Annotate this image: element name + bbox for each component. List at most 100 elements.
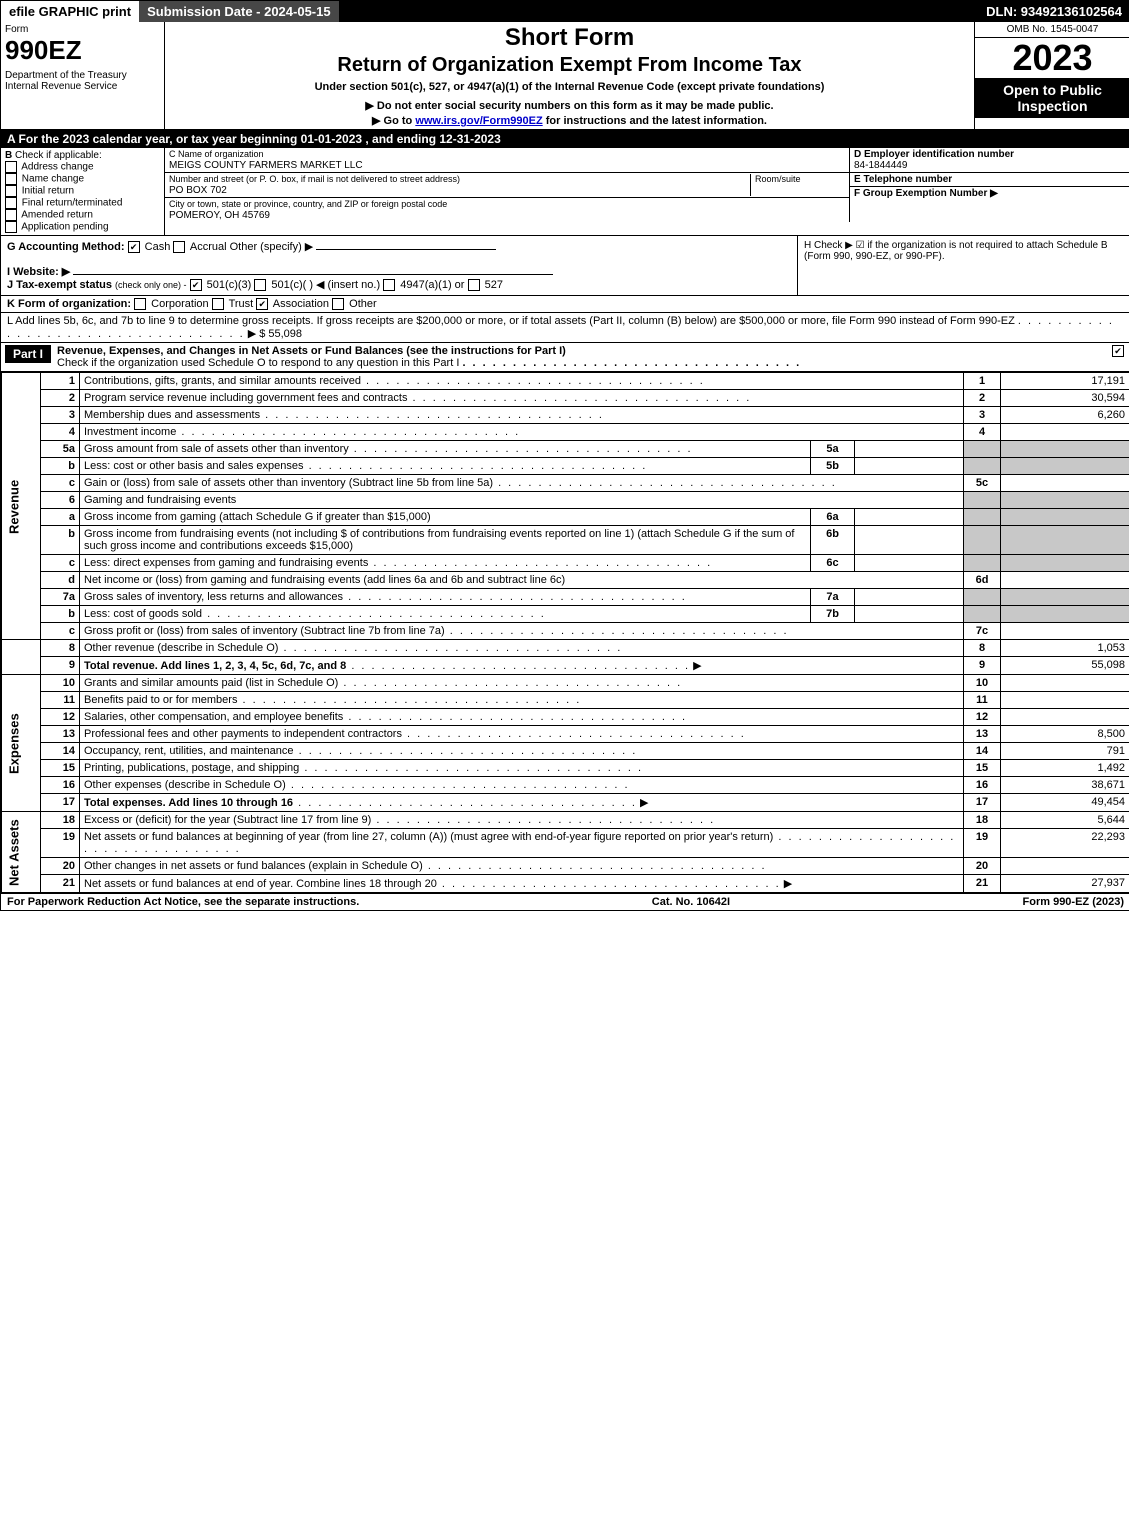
check-527[interactable] (468, 279, 480, 291)
check-final-return[interactable] (5, 197, 17, 209)
return-title: Return of Organization Exempt From Incom… (171, 54, 968, 77)
check-trust[interactable] (212, 298, 224, 310)
header-left: Form 990EZ Department of the Treasury In… (1, 22, 165, 129)
l4-label: Investment income (84, 426, 176, 438)
check-amended-return[interactable] (5, 209, 17, 221)
submission-date: Submission Date - 2024-05-15 (139, 1, 339, 22)
l6c-dots (368, 557, 712, 569)
l18-num: 18 (41, 812, 80, 829)
l16-amount: 38,671 (1001, 777, 1129, 794)
l16-label: Other expenses (describe in Schedule O) (84, 779, 286, 791)
check-cash[interactable] (128, 241, 140, 253)
check-corporation[interactable] (134, 298, 146, 310)
part1-label: Part I (5, 345, 51, 363)
l7a-sub: 7a (811, 589, 855, 606)
l9-num: 9 (41, 657, 80, 675)
header-mid: Short Form Return of Organization Exempt… (165, 22, 974, 129)
check-501c[interactable] (254, 279, 266, 291)
l5b-num: b (41, 458, 80, 475)
l5b-numbox-shaded (964, 458, 1001, 475)
l15-amount: 1,492 (1001, 760, 1129, 777)
l4-box: 4 (964, 424, 1001, 441)
l12-dots (343, 711, 687, 723)
l13-dots (402, 728, 746, 740)
other-specify-input[interactable] (316, 249, 496, 250)
l5b-subval (855, 458, 964, 475)
l15-num: 15 (41, 760, 80, 777)
check-application-pending[interactable] (5, 221, 17, 233)
department-label: Department of the Treasury Internal Reve… (5, 70, 160, 92)
l13-num: 13 (41, 726, 80, 743)
form-container: efile GRAPHIC print Submission Date - 20… (0, 0, 1129, 911)
opt-accrual: Accrual (190, 241, 227, 253)
section-a: A For the 2023 calendar year, or tax yea… (1, 130, 1129, 148)
section-b: B Check if applicable: Address change Na… (1, 148, 165, 235)
l5c-label: Gain or (loss) from sale of assets other… (84, 477, 493, 489)
website-input[interactable] (73, 274, 553, 275)
l9-dots (346, 660, 690, 672)
l17-amount: 49,454 (1001, 794, 1129, 812)
l16-box: 16 (964, 777, 1001, 794)
l12-label: Salaries, other compensation, and employ… (84, 711, 343, 723)
l15-dots (299, 762, 643, 774)
l19-num: 19 (41, 829, 80, 858)
check-association[interactable] (256, 298, 268, 310)
l6c-label: Less: direct expenses from gaming and fu… (84, 557, 368, 569)
l18-amount: 5,644 (1001, 812, 1129, 829)
top-bar: efile GRAPHIC print Submission Date - 20… (1, 1, 1129, 22)
l21-box: 21 (964, 875, 1001, 893)
schedule-o-checkbox-wrap (1106, 345, 1126, 357)
check-initial-return[interactable] (5, 185, 17, 197)
city-label: City or town, state or province, country… (169, 199, 447, 209)
l7b-amount-shaded (1001, 606, 1129, 623)
l11-amount (1001, 692, 1129, 709)
l5c-num: c (41, 475, 80, 492)
section-g: G Accounting Method: Cash Accrual Other … (1, 236, 797, 295)
l21-label: Net assets or fund balances at end of ye… (84, 878, 437, 890)
part1-title-text: Revenue, Expenses, and Changes in Net As… (57, 345, 566, 357)
info-block: B Check if applicable: Address change Na… (1, 148, 1129, 236)
goto-line: ▶ Go to www.irs.gov/Form990EZ for instru… (171, 114, 968, 127)
c-d-row: C Name of organization MEIGS COUNTY FARM… (165, 148, 1129, 222)
tax-year: 2023 (975, 38, 1129, 78)
revenue-side-label: Revenue (2, 373, 41, 640)
l11-num: 11 (41, 692, 80, 709)
section-cde: C Name of organization MEIGS COUNTY FARM… (165, 148, 1129, 235)
opt-corporation: Corporation (151, 298, 208, 310)
check-name-change[interactable] (5, 173, 17, 185)
l7a-label: Gross sales of inventory, less returns a… (84, 591, 343, 603)
check-501c3[interactable] (190, 279, 202, 291)
check-4947[interactable] (383, 279, 395, 291)
l10-amount (1001, 675, 1129, 692)
header-row: Form 990EZ Department of the Treasury In… (1, 22, 1129, 130)
dln-label: DLN: 93492136102564 (978, 1, 1129, 22)
l8-amount: 1,053 (1001, 640, 1129, 657)
l11-dots (237, 694, 581, 706)
l5b-amount-shaded (1001, 458, 1129, 475)
schedule-o-checkbox[interactable] (1112, 345, 1124, 357)
l13-box: 13 (964, 726, 1001, 743)
ein-value: 84-1844449 (854, 160, 907, 171)
c-name-row: C Name of organization MEIGS COUNTY FARM… (165, 148, 849, 173)
l12-num: 12 (41, 709, 80, 726)
l-amount: ▶ $ 55,098 (248, 328, 302, 340)
d-label: D Employer identification number (854, 149, 1014, 160)
part1-dots (462, 357, 801, 369)
l7a-numbox-shaded (964, 589, 1001, 606)
l6c-amount-shaded (1001, 555, 1129, 572)
l7c-dots (445, 625, 789, 637)
l15-label: Printing, publications, postage, and shi… (84, 762, 299, 774)
goto-link[interactable]: www.irs.gov/Form990EZ (415, 115, 542, 127)
check-accrual[interactable] (173, 241, 185, 253)
l13-amount: 8,500 (1001, 726, 1129, 743)
check-address-change[interactable] (5, 161, 17, 173)
e-label: E Telephone number (854, 174, 952, 185)
l7b-label: Less: cost of goods sold (84, 608, 202, 620)
l14-box: 14 (964, 743, 1001, 760)
check-other-org[interactable] (332, 298, 344, 310)
l8-dots (278, 642, 622, 654)
l16-num: 16 (41, 777, 80, 794)
l8-num: 8 (41, 640, 80, 657)
l5a-numbox-shaded (964, 441, 1001, 458)
l-text: L Add lines 5b, 6c, and 7b to line 9 to … (7, 315, 1015, 327)
